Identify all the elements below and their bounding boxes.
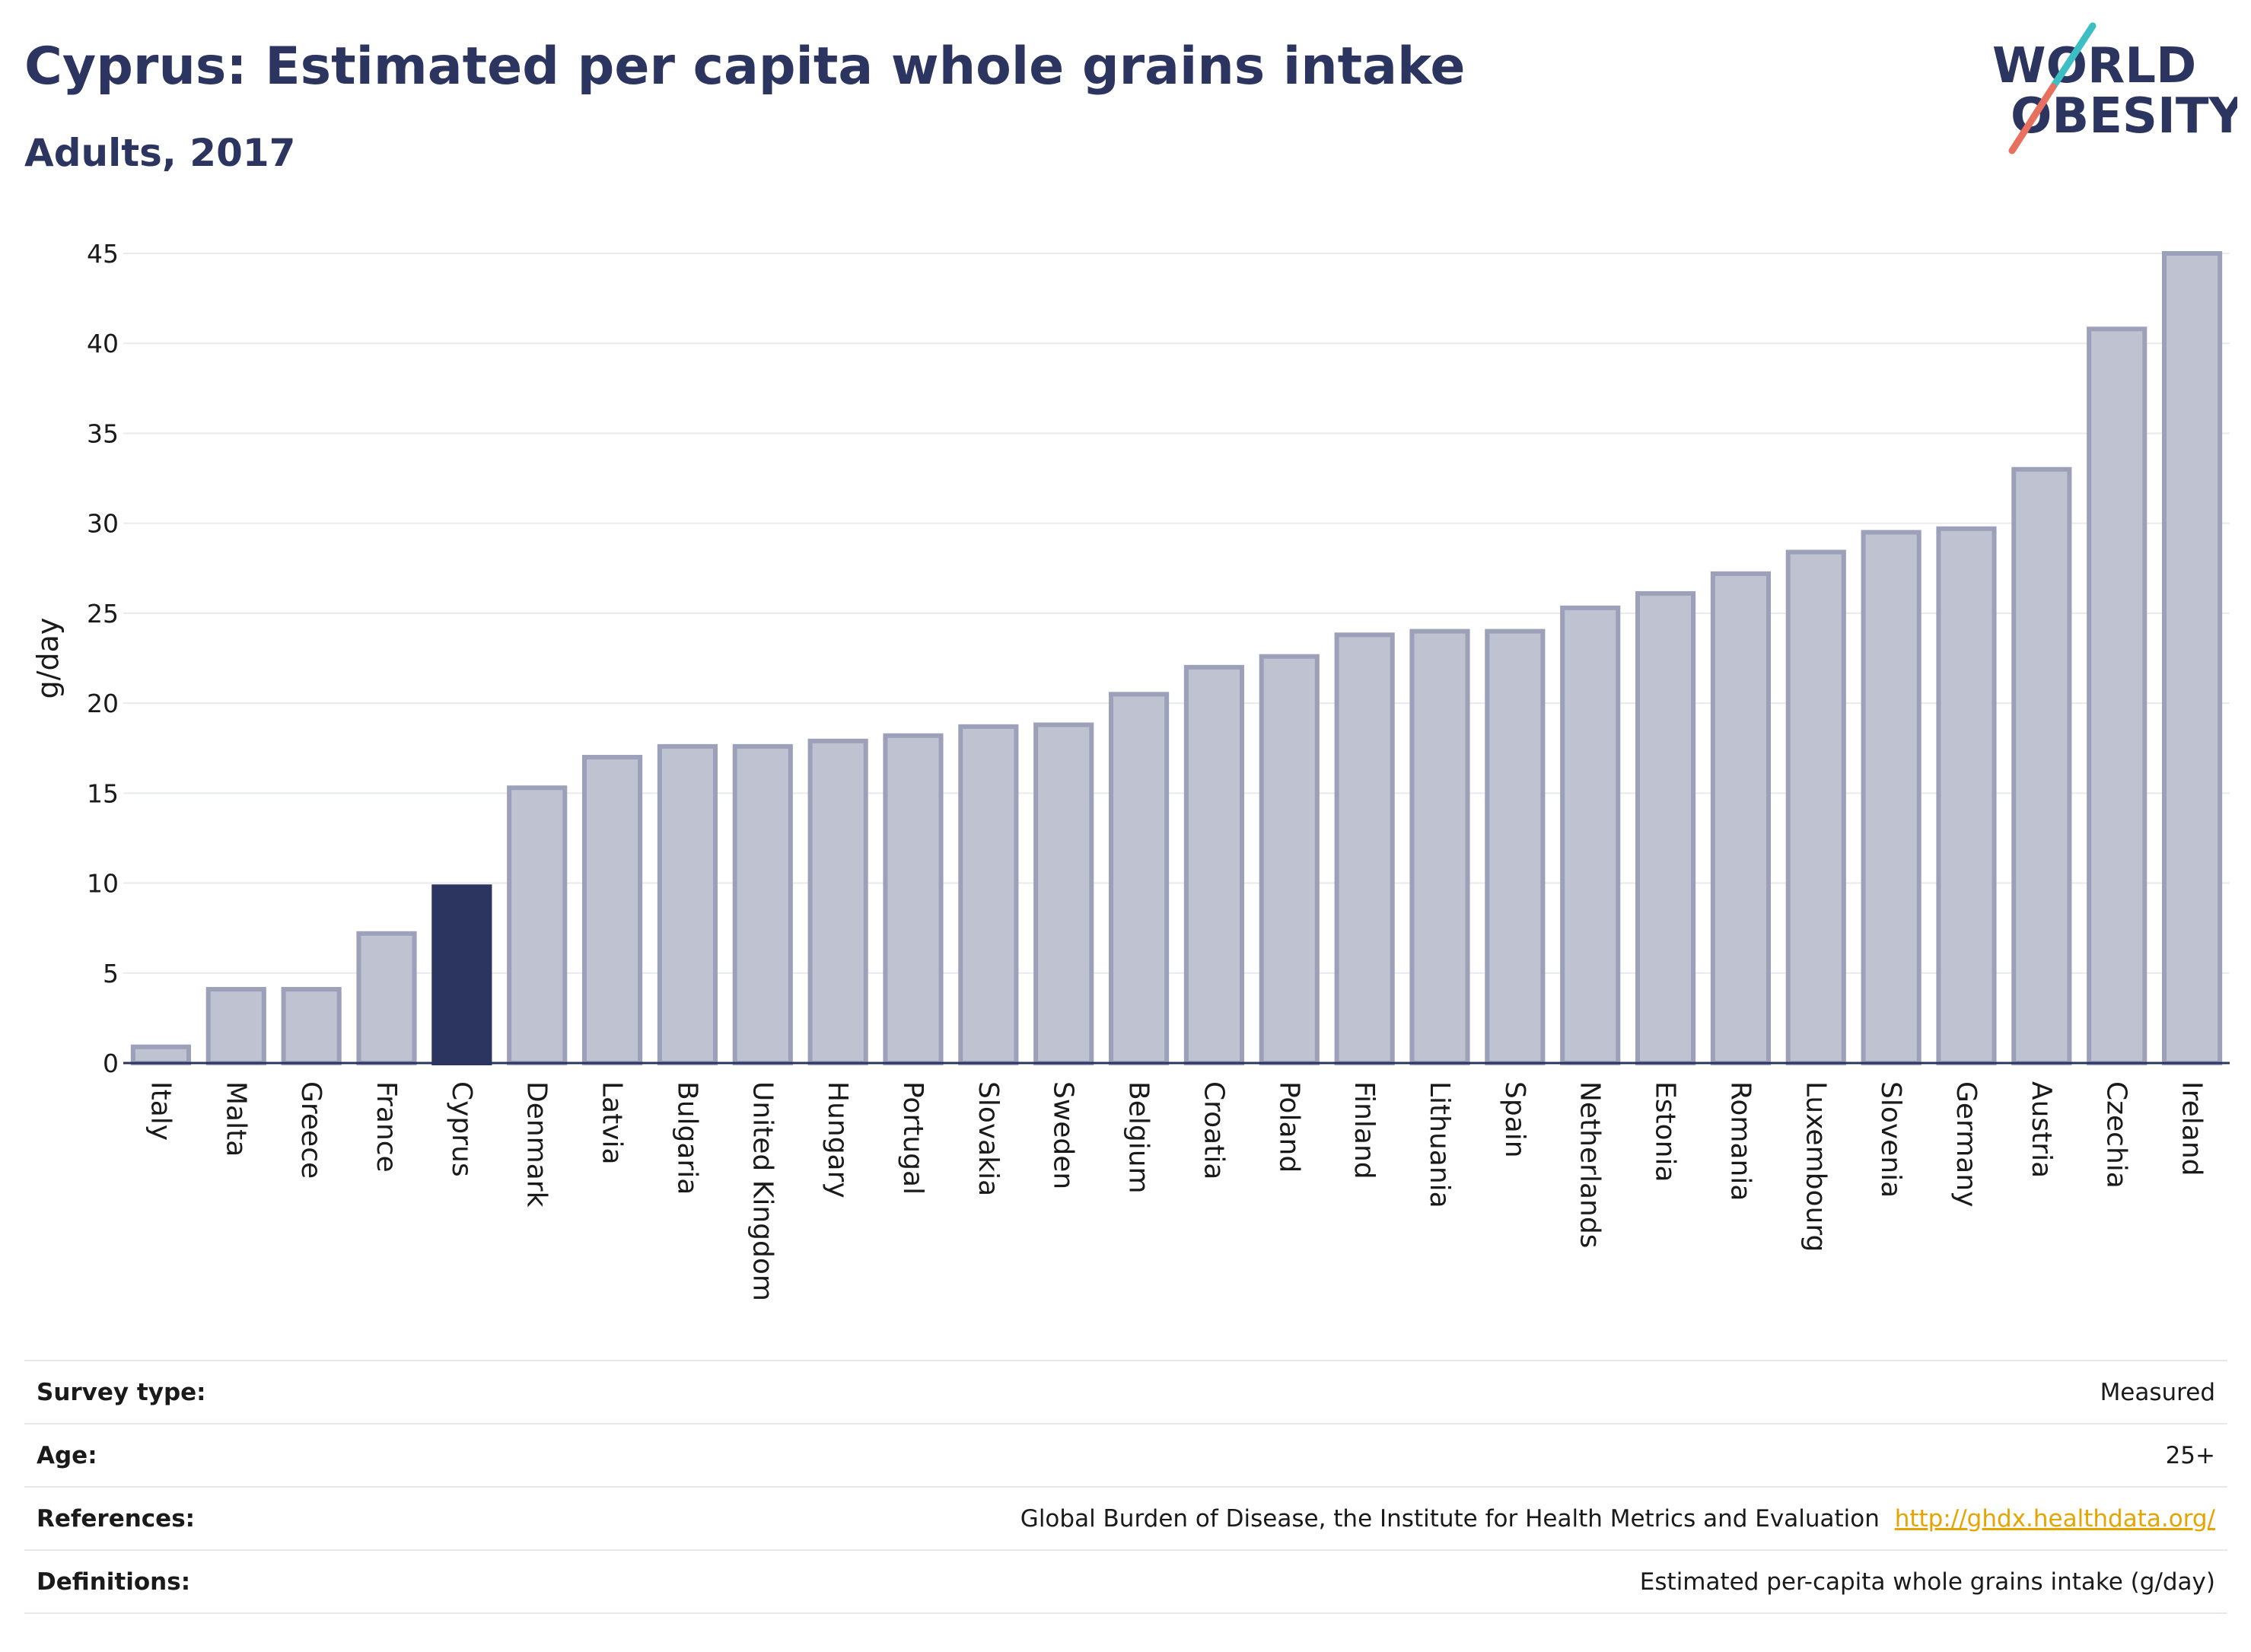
bar-luxembourg — [1785, 549, 1846, 1065]
references-value: Global Burden of Disease, the Institute … — [1020, 1505, 2215, 1533]
x-tick-label: Estonia — [1650, 1081, 1681, 1183]
bar-denmark — [507, 785, 568, 1065]
world-obesity-logo: WORLD OBESITY — [1992, 22, 2237, 154]
x-tick-label: Denmark — [521, 1081, 552, 1208]
bar-czechia — [2087, 326, 2148, 1066]
age-label: Age: — [37, 1441, 97, 1469]
bar-united-kingdom — [732, 743, 793, 1065]
bar-finland — [1334, 632, 1395, 1065]
bar-hungary — [807, 738, 868, 1066]
x-tick-label: Bulgaria — [671, 1081, 702, 1195]
definitions-value: Estimated per-capita whole grains intake… — [1639, 1568, 2215, 1596]
x-tick-label: Luxembourg — [1800, 1081, 1831, 1252]
chart-subtitle: Adults, 2017 — [24, 131, 296, 175]
x-tick-label: Czechia — [2101, 1081, 2132, 1189]
x-tick-label: Poland — [1273, 1081, 1304, 1173]
x-tick-label: Hungary — [822, 1081, 853, 1198]
x-tick-label: Austria — [2026, 1081, 2057, 1178]
bar-slovakia — [958, 724, 1019, 1065]
age-value: 25+ — [2165, 1441, 2215, 1469]
bar-austria — [2011, 466, 2072, 1065]
x-tick-labels: Italy Malta Greece France Cyprus Denmark Latvi… — [145, 1081, 2207, 1301]
x-tick-label: Germany — [1950, 1081, 1982, 1207]
bar-croatia — [1183, 664, 1245, 1065]
bar-italy — [130, 1044, 192, 1065]
references-link[interactable]: http://ghdx.healthdata.org/ — [1894, 1504, 2215, 1533]
y-tick-labels: 0 5 10 15 20 25 30 35 40 45 — [87, 239, 119, 1078]
x-tick-label: United Kingdom — [747, 1081, 778, 1301]
bar-belgium — [1108, 692, 1170, 1065]
info-row-definitions: Definitions: Estimated per-capita whole … — [24, 1551, 2227, 1614]
logo-slash-coral — [2008, 83, 2057, 154]
bar-netherlands — [1560, 605, 1621, 1065]
bar-bulgaria — [657, 743, 718, 1065]
info-table: Survey type: Measured Age: 25+ Reference… — [24, 1360, 2227, 1614]
x-tick-label: Croatia — [1198, 1081, 1229, 1179]
x-tick-label: Cyprus — [446, 1081, 477, 1177]
y-tick-label: 20 — [87, 689, 119, 718]
x-tick-label: Finland — [1348, 1081, 1380, 1179]
bar-malta — [205, 987, 266, 1065]
survey-type-label: Survey type: — [37, 1378, 206, 1406]
y-tick-label: 45 — [87, 239, 119, 269]
chart-title: Cyprus: Estimated per capita whole grain… — [24, 37, 1466, 97]
x-tick-label: Netherlands — [1574, 1081, 1606, 1248]
bar-romania — [1710, 571, 1772, 1065]
y-tick-label: 40 — [87, 329, 119, 358]
x-tick-label: Lithuania — [1424, 1081, 1455, 1208]
references-text: Global Burden of Disease, the Institute … — [1020, 1504, 1880, 1533]
bar-latvia — [581, 755, 643, 1065]
y-tick-label: 5 — [103, 959, 119, 988]
x-tick-label: France — [371, 1081, 402, 1173]
y-axis-label: g/day — [31, 618, 65, 699]
bar-estonia — [1635, 590, 1696, 1065]
info-row-references: References: Global Burden of Disease, th… — [24, 1488, 2227, 1551]
bar-france — [356, 931, 417, 1066]
y-tick-label: 30 — [87, 509, 119, 539]
x-tick-label: Malta — [220, 1081, 251, 1157]
y-tick-label: 15 — [87, 778, 119, 808]
bar-chart: 0 5 10 15 20 25 30 35 40 45 Italy Malta Greece Franc… — [31, 239, 2230, 1301]
x-tick-label: Spain — [1499, 1081, 1530, 1158]
logo-slash-teal — [2049, 22, 2097, 91]
x-tick-label: Latvia — [597, 1081, 628, 1165]
bar-lithuania — [1409, 629, 1470, 1065]
x-tick-label: Slovenia — [1875, 1081, 1906, 1198]
bar-portugal — [883, 733, 944, 1065]
bar-ireland — [2161, 251, 2223, 1065]
y-tick-label: 35 — [87, 419, 119, 448]
bar-germany — [1936, 526, 1997, 1065]
x-tick-label: Belgium — [1123, 1081, 1154, 1194]
definitions-label: Definitions: — [37, 1568, 191, 1596]
x-tick-label: Greece — [295, 1081, 326, 1179]
survey-type-value: Measured — [2100, 1378, 2215, 1406]
bars — [130, 251, 2223, 1066]
x-tick-label: Slovakia — [973, 1081, 1004, 1196]
bar-spain — [1485, 629, 1546, 1065]
info-row-survey-type: Survey type: Measured — [24, 1361, 2227, 1424]
y-tick-label: 10 — [87, 869, 119, 899]
bar-greece — [281, 987, 342, 1065]
bar-cyprus — [431, 884, 492, 1065]
x-tick-label: Romania — [1724, 1081, 1756, 1201]
bar-sweden — [1033, 722, 1094, 1065]
x-tick-label: Sweden — [1048, 1081, 1079, 1189]
bar-slovenia — [1861, 530, 1921, 1065]
logo-line-world: WORLD — [1992, 38, 2196, 94]
x-tick-label: Ireland — [2176, 1081, 2208, 1176]
y-tick-label: 25 — [87, 599, 119, 629]
references-label: References: — [37, 1504, 196, 1533]
x-tick-label: Italy — [145, 1081, 176, 1141]
bar-poland — [1259, 654, 1320, 1065]
y-tick-label: 0 — [103, 1049, 119, 1078]
info-row-age: Age: 25+ — [24, 1424, 2227, 1488]
x-tick-label: Portugal — [897, 1081, 928, 1195]
